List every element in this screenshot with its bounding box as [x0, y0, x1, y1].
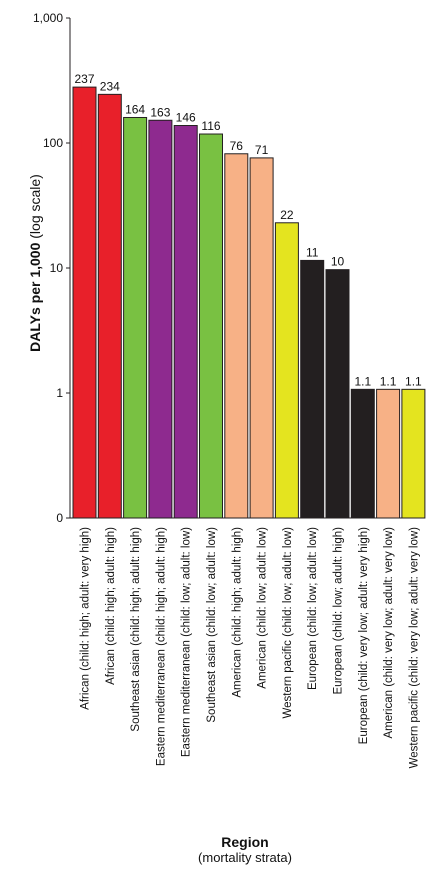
x-axis-label: Region: [221, 834, 268, 850]
category-label-12: European (child: very low; adult: very h…: [358, 527, 370, 744]
category-label-5: Eastern mediterranean (child: low; adult…: [181, 527, 193, 757]
category-label-3: Southeast asian (child: high; adult: hig…: [130, 527, 142, 732]
bar-value-label-6: 116: [201, 119, 220, 133]
bar-6: [199, 133, 223, 519]
value-labels-group: 237 234 164 163 146 116 76 71 22 11 10 1.1 1.1 1.1: [74, 72, 422, 388]
category-label-8: American (child: low; adult: low): [257, 527, 269, 689]
bar-value-label-4: 163: [150, 105, 170, 119]
y-axis-label-bold: DALYs per 1,000: [27, 242, 43, 351]
category-label-14: Western pacific (child: very low; adult:…: [408, 527, 420, 769]
bar-value-label-9: 22: [280, 208, 294, 222]
category-label-10: European (child: low; adult: low): [307, 527, 319, 690]
svg-text:DALYs per 1,000 (log scale): DALYs per 1,000 (log scale): [27, 174, 43, 352]
x-axis-sublabel: (mortality strata): [198, 850, 292, 865]
bar-value-label-5: 146: [176, 111, 196, 125]
y-ticks-group: 0 1 10 100 1,000: [33, 11, 70, 525]
bar-1: [72, 86, 97, 519]
category-labels-group: African (child: high; adult: very high) A…: [80, 527, 421, 769]
category-label-9: Western pacific (child: low; adult: low): [282, 527, 294, 719]
category-label-7: American (child: high; adult: high): [231, 527, 243, 698]
bar-value-label-8: 71: [255, 143, 269, 157]
bar-value-label-2: 234: [100, 79, 120, 93]
bar-value-label-12: 1.1: [354, 374, 371, 388]
category-label-1: African (child: high; adult: very high): [80, 527, 92, 710]
bar-value-label-1: 237: [74, 72, 94, 86]
bar-2: [97, 93, 122, 519]
bar-7: [224, 153, 249, 519]
bar-value-label-10: 11: [306, 245, 319, 259]
category-label-2: African (child: high; adult: high): [105, 527, 117, 685]
bar-12: [350, 388, 375, 519]
bar-3: [123, 116, 148, 519]
bar-4: [148, 119, 173, 519]
bar-value-label-13: 1.1: [380, 374, 397, 388]
bar-11: [325, 269, 350, 519]
y-tick-label-3: 10: [50, 261, 64, 275]
bar-14: [401, 388, 426, 519]
bar-value-label-7: 76: [230, 139, 244, 153]
bar-8: [249, 157, 274, 519]
y-tick-label-1: 0: [56, 511, 63, 525]
category-label-11: European (child: low; adult: high): [333, 527, 345, 695]
bar-5: [173, 125, 198, 519]
bar-13: [376, 388, 401, 519]
y-tick-label-5: 1,000: [33, 11, 63, 25]
y-tick-label-4: 100: [43, 136, 63, 150]
y-axis-label-rest: (log scale): [27, 174, 43, 242]
category-label-13: American (child: very low; adult: very l…: [383, 527, 395, 739]
bars-group: [72, 86, 426, 519]
category-label-6: Southeast asian (child: low; adult: low): [206, 527, 218, 723]
bar-value-label-3: 164: [125, 102, 145, 116]
bar-9: [274, 222, 299, 519]
bar-10: [300, 259, 325, 519]
category-label-4: Eastern mediterranean (child: high; adul…: [155, 527, 167, 766]
bar-value-label-11: 10: [331, 255, 345, 269]
bar-value-label-14: 1.1: [405, 374, 422, 388]
y-axis-label: DALYs per 1,000 (log scale): [27, 174, 43, 352]
y-tick-label-2: 1: [56, 386, 63, 400]
